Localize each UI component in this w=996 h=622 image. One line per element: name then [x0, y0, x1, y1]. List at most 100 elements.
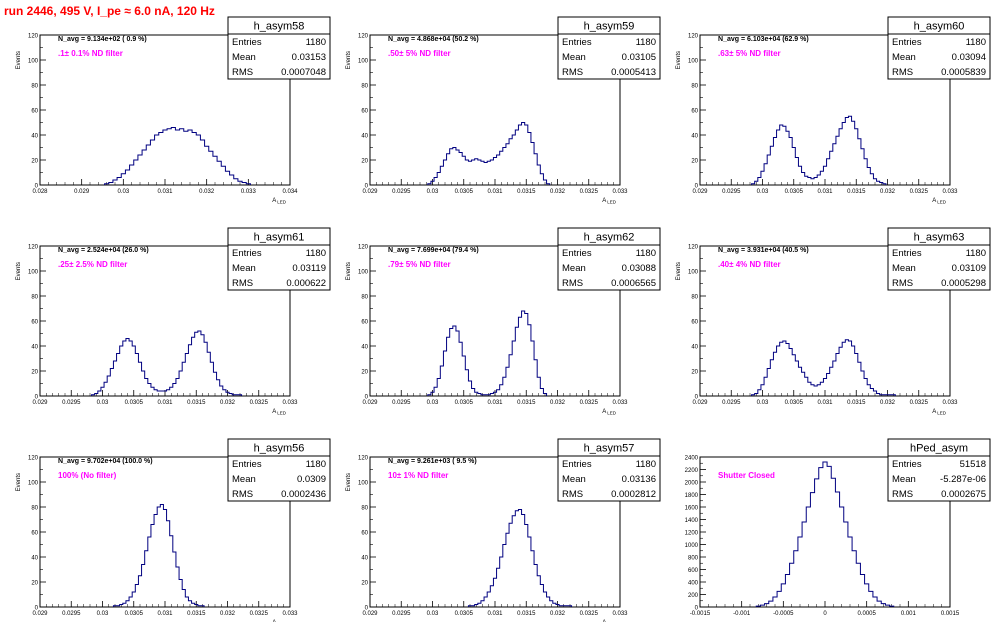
histogram-outline [112, 504, 205, 607]
x-tick-label: 0.0315 [517, 189, 536, 195]
y-tick-label: 800 [688, 556, 699, 562]
y-tick-label: 0 [35, 184, 39, 190]
y-tick-label: 80 [361, 506, 368, 512]
stats-value: 0.0006565 [611, 278, 656, 289]
histogram-bin [794, 551, 798, 607]
x-tick-label: 0.0325 [910, 189, 929, 195]
histogram-bins [92, 331, 242, 396]
stats-key: RMS [562, 67, 583, 78]
stats-box: h_asym61 Entries 1180 Mean 0.03119 RMS 0.00062… [227, 227, 331, 291]
histogram-bin [484, 163, 487, 186]
histogram-bins [113, 505, 204, 608]
histogram-bin [160, 391, 163, 396]
stats-key: RMS [892, 67, 913, 78]
stats-value: 0.0002436 [281, 489, 326, 500]
y-tick-label: 120 [28, 34, 39, 40]
histogram-bin [789, 349, 792, 397]
histogram-svg: 0 20 40 60 80 100 120 0.029 0.0295 0.03 0.0305 0.03… [16, 438, 331, 622]
histogram-panel-hPed_asym: 0 200 400 600 800 1000 1200 1400 1600 1800 2000 220… [665, 427, 991, 617]
histogram-bin [852, 121, 855, 185]
histogram-bin [842, 342, 845, 396]
stats-value: 0.0007048 [281, 67, 326, 78]
x-tick-label: 0.0295 [722, 189, 741, 195]
x-axis-label: ALED [272, 198, 287, 205]
histogram-bin [515, 130, 518, 185]
histogram-bin [175, 130, 179, 185]
histogram-bins [105, 128, 251, 186]
y-tick-label: 20 [31, 159, 38, 165]
y-tick-label: 100 [28, 270, 39, 276]
y-tick-label: 60 [691, 109, 698, 115]
histogram-bin [522, 311, 525, 396]
histogram-bin [155, 135, 159, 185]
histogram-bin [852, 551, 856, 607]
filter-label: .50± 5% ND filter [388, 49, 451, 58]
stats-value: 51518 [960, 459, 986, 470]
y-tick-label: 60 [361, 320, 368, 326]
histogram-bin [195, 332, 198, 396]
histogram-bin [518, 317, 521, 396]
stats-key: Mean [562, 263, 586, 274]
histogram-bin [163, 130, 167, 185]
histogram-bin [481, 161, 484, 185]
stats-key: Entries [892, 37, 922, 48]
y-tick-label: 0 [35, 606, 39, 612]
histogram-bin [819, 468, 823, 607]
x-tick-label: 0.029 [362, 400, 378, 406]
y-tick-label: 100 [688, 59, 699, 65]
x-tick-label: 0.033 [282, 611, 298, 617]
x-axis-label: ALED [932, 198, 947, 205]
histogram-bin [860, 575, 864, 608]
x-tick-label: 0.032 [220, 611, 236, 617]
histogram-bin [180, 129, 184, 185]
histogram-bin [512, 516, 515, 607]
n-avg-label: N_avg = 2.524e+04 (26.0 %) [58, 247, 149, 254]
histogram-bin [848, 341, 851, 396]
stats-title: h_asym59 [584, 21, 635, 33]
histogram-bin [126, 339, 129, 397]
stats-value: 1180 [966, 37, 986, 48]
y-tick-label: 80 [361, 295, 368, 301]
y-tick-label: 1200 [685, 531, 699, 537]
stats-value: 1180 [306, 248, 326, 259]
y-tick-label: 1800 [685, 493, 699, 499]
n-avg-label: N_avg = 4.868e+04 (50.2 %) [388, 36, 479, 43]
stats-key: Entries [232, 248, 262, 259]
y-tick-label: 0 [365, 395, 369, 401]
histogram-bin [780, 342, 783, 396]
histogram-outline [467, 509, 573, 607]
histogram-panel-h_asym61: 0 20 40 60 80 100 120 0.029 0.0295 0.03 0.0305 0.03… [5, 216, 331, 416]
histogram-bin [827, 466, 831, 607]
histogram-bin [810, 493, 814, 607]
histogram-svg: 0 20 40 60 80 100 120 0.029 0.0295 0.03 0.0305 0.03… [676, 227, 991, 416]
histogram-bin [518, 125, 521, 185]
y-tick-label: 120 [28, 456, 39, 462]
x-tick-label: 0.029 [32, 400, 48, 406]
x-tick-label: 0.0295 [62, 611, 81, 617]
histogram-bin [769, 601, 773, 607]
histogram-svg: 0 20 40 60 80 100 120 0.029 0.0295 0.03 0.0305 0.03… [346, 16, 661, 205]
histogram-bin [823, 462, 827, 607]
histogram-panel-h_asym59: 0 20 40 60 80 100 120 0.029 0.0295 0.03 0.0305 0.03… [335, 5, 661, 205]
histogram-bin [522, 123, 525, 186]
x-tick-label: 0.031 [487, 189, 503, 195]
x-tick-label: 0.0305 [125, 400, 144, 406]
filter-label: Shutter Closed [718, 471, 775, 480]
x-tick-label: 0.0295 [62, 400, 81, 406]
y-tick-label: 80 [31, 506, 38, 512]
stats-key: Mean [892, 263, 916, 274]
x-tick-label: 0.0305 [785, 189, 804, 195]
x-tick-label: 0.031 [157, 400, 173, 406]
x-tick-label: 0.0325 [580, 189, 599, 195]
histogram-bin [780, 125, 783, 185]
x-tick-label: -0.0005 [773, 611, 794, 617]
x-tick-label: 0.0305 [455, 400, 474, 406]
x-tick-label: 0.0305 [455, 189, 474, 195]
x-tick-label: 0.032 [550, 400, 566, 406]
y-tick-label: 100 [358, 270, 369, 276]
histogram-bin [184, 131, 188, 185]
x-tick-label: 0.031 [817, 400, 833, 406]
stats-value: 1180 [636, 37, 656, 48]
histogram-bin [160, 505, 163, 608]
